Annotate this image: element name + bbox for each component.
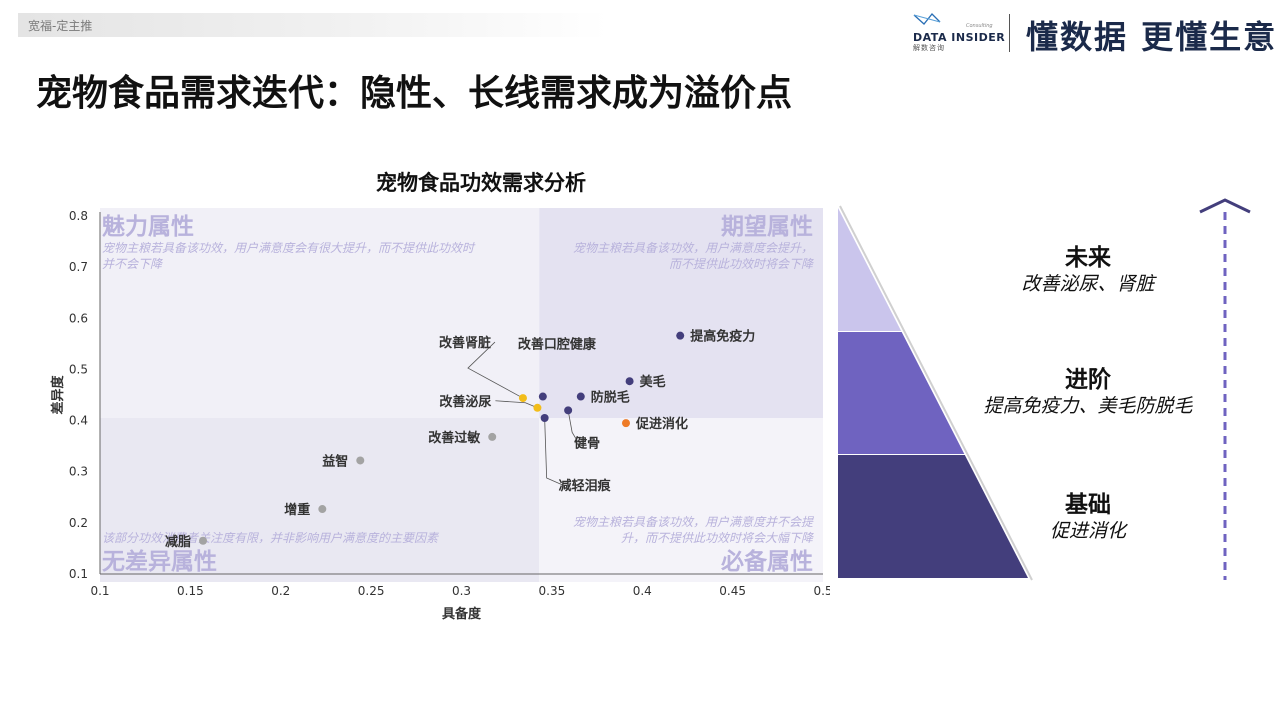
data-label: 美毛 [640, 374, 666, 390]
pyramid-level-items: 改善泌尿、肾脏 [1021, 273, 1157, 295]
pyramid-band [838, 208, 902, 331]
page-title: 宠物食品需求迭代：隐性、长线需求成为溢价点 [36, 73, 793, 114]
quadrant-desc-must-1: 宠物主粮若具备该功效，用户满意度并不会提 [573, 515, 815, 529]
y-tick-label: 0.8 [69, 209, 88, 223]
pyramid-band [838, 332, 965, 454]
data-point [538, 392, 547, 401]
pyramid-band [838, 455, 1028, 578]
data-point [676, 331, 685, 340]
pyramid-edge [839, 205, 1033, 581]
quadrant-desc-attractive-2: 并不会下降 [102, 257, 163, 271]
pyramid-level-name: 进阶 [1065, 366, 1111, 393]
leader-line [544, 418, 563, 486]
logo-consulting-text: Consulting [966, 23, 993, 29]
x-tick-label: 0.3 [452, 584, 471, 598]
pyramid-level-items: 提高免疫力、美毛防脱毛 [983, 395, 1193, 417]
y-tick-label: 0.7 [69, 260, 88, 274]
leader-line [567, 410, 579, 443]
data-label: 促进消化 [635, 416, 688, 432]
x-tick-label: 0.4 [633, 584, 652, 598]
logo-name: DATA INSIDER [913, 31, 1006, 44]
data-point [625, 377, 634, 386]
x-axis-title: 具备度 [442, 606, 482, 622]
data-point [564, 406, 573, 415]
growth-arrow-head-icon [1199, 198, 1251, 214]
scatter-chart: 宠物食品功效需求分析 0.1 0.15 0.2 0.25 0.3 0.35 0.4 0.45 0… [50, 171, 830, 622]
data-point [318, 505, 327, 514]
quadrant-title-indifferent: 无差异属性 [102, 548, 217, 575]
pyramid-level-name: 未来 [1065, 245, 1112, 271]
x-tick-label: 0.15 [177, 584, 204, 598]
x-tick-label: 0.1 [90, 584, 109, 598]
quadrant-desc-indifferent: 该部分功效消费者关注度有限，并非影响用户满意度的主要因素 [102, 531, 440, 545]
quadrant-title-attractive: 魅力属性 [102, 213, 194, 240]
data-point [533, 403, 542, 412]
pyramid-level-name: 基础 [1065, 492, 1111, 518]
x-tick-label: 0.2 [271, 584, 290, 598]
leader-line [467, 341, 524, 399]
data-point [621, 419, 630, 428]
data-point [488, 432, 497, 441]
x-tick-label: 0.25 [358, 584, 385, 598]
y-tick-label: 0.1 [69, 567, 88, 581]
data-label: 提高免疫力 [690, 329, 755, 345]
data-label: 增重 [284, 502, 310, 518]
section-tag: 宽福-定主推 [18, 13, 608, 37]
quadrant-title-must: 必备属性 [721, 548, 813, 575]
data-label: 改善泌尿 [439, 394, 491, 410]
quadrant-bg-top-left [100, 208, 540, 419]
quadrant-bg-bottom-right [539, 418, 823, 582]
y-tick-label: 0.3 [69, 465, 88, 479]
pyramid-level-items: 促进消化 [1050, 520, 1128, 542]
y-tick-label: 0.5 [69, 362, 88, 376]
quadrant-desc-expected-2: 而不提供此功效时将会下降 [669, 257, 814, 271]
data-point [356, 456, 365, 465]
quadrant-desc-attractive-1: 宠物主粮若具备该功效，用户满意度会有很大提升，而不提供此功效时 [102, 241, 476, 255]
data-label: 健骨 [574, 435, 600, 451]
quadrant-title-expected: 期望属性 [721, 214, 813, 240]
x-tick-label: 0.35 [539, 584, 566, 598]
quadrant-bg-top-right [539, 208, 823, 419]
slogan: 懂数据 更懂生意 [1026, 18, 1278, 56]
data-point [540, 414, 549, 423]
data-label: 改善过敏 [428, 430, 481, 446]
chart-title: 宠物食品功效需求分析 [376, 171, 586, 195]
quadrant-desc-must-2: 升，而不提供此功效时将会大幅下降 [621, 531, 814, 545]
data-insider-logo-icon [913, 13, 941, 25]
leader-line [495, 400, 538, 409]
x-tick-label: 0.45 [719, 584, 746, 598]
y-tick-label: 0.4 [69, 414, 88, 428]
data-label: 减脂 [165, 534, 191, 550]
data-point [576, 392, 585, 401]
y-tick-label: 0.2 [69, 516, 88, 530]
data-label: 改善肾脏 [439, 335, 491, 351]
quadrant-desc-expected-1: 宠物主粮若具备该功效，用户满意度会提升， [573, 241, 813, 255]
x-tick-label: 0.5 [813, 584, 830, 598]
y-axis-title: 差异度 [50, 375, 66, 415]
data-point [199, 536, 208, 545]
y-tick-label: 0.6 [69, 311, 88, 325]
header-divider [1009, 14, 1010, 52]
logo-subtitle: 解数咨询 [913, 44, 945, 52]
section-tag-label: 宽福-定主推 [28, 19, 93, 33]
data-point [518, 394, 527, 403]
data-label: 改善口腔健康 [518, 337, 597, 353]
data-label: 益智 [322, 453, 348, 469]
data-label: 减轻泪痕 [559, 478, 612, 494]
data-label: 防脱毛 [591, 390, 630, 406]
quadrant-bg-bottom-left [100, 418, 540, 582]
